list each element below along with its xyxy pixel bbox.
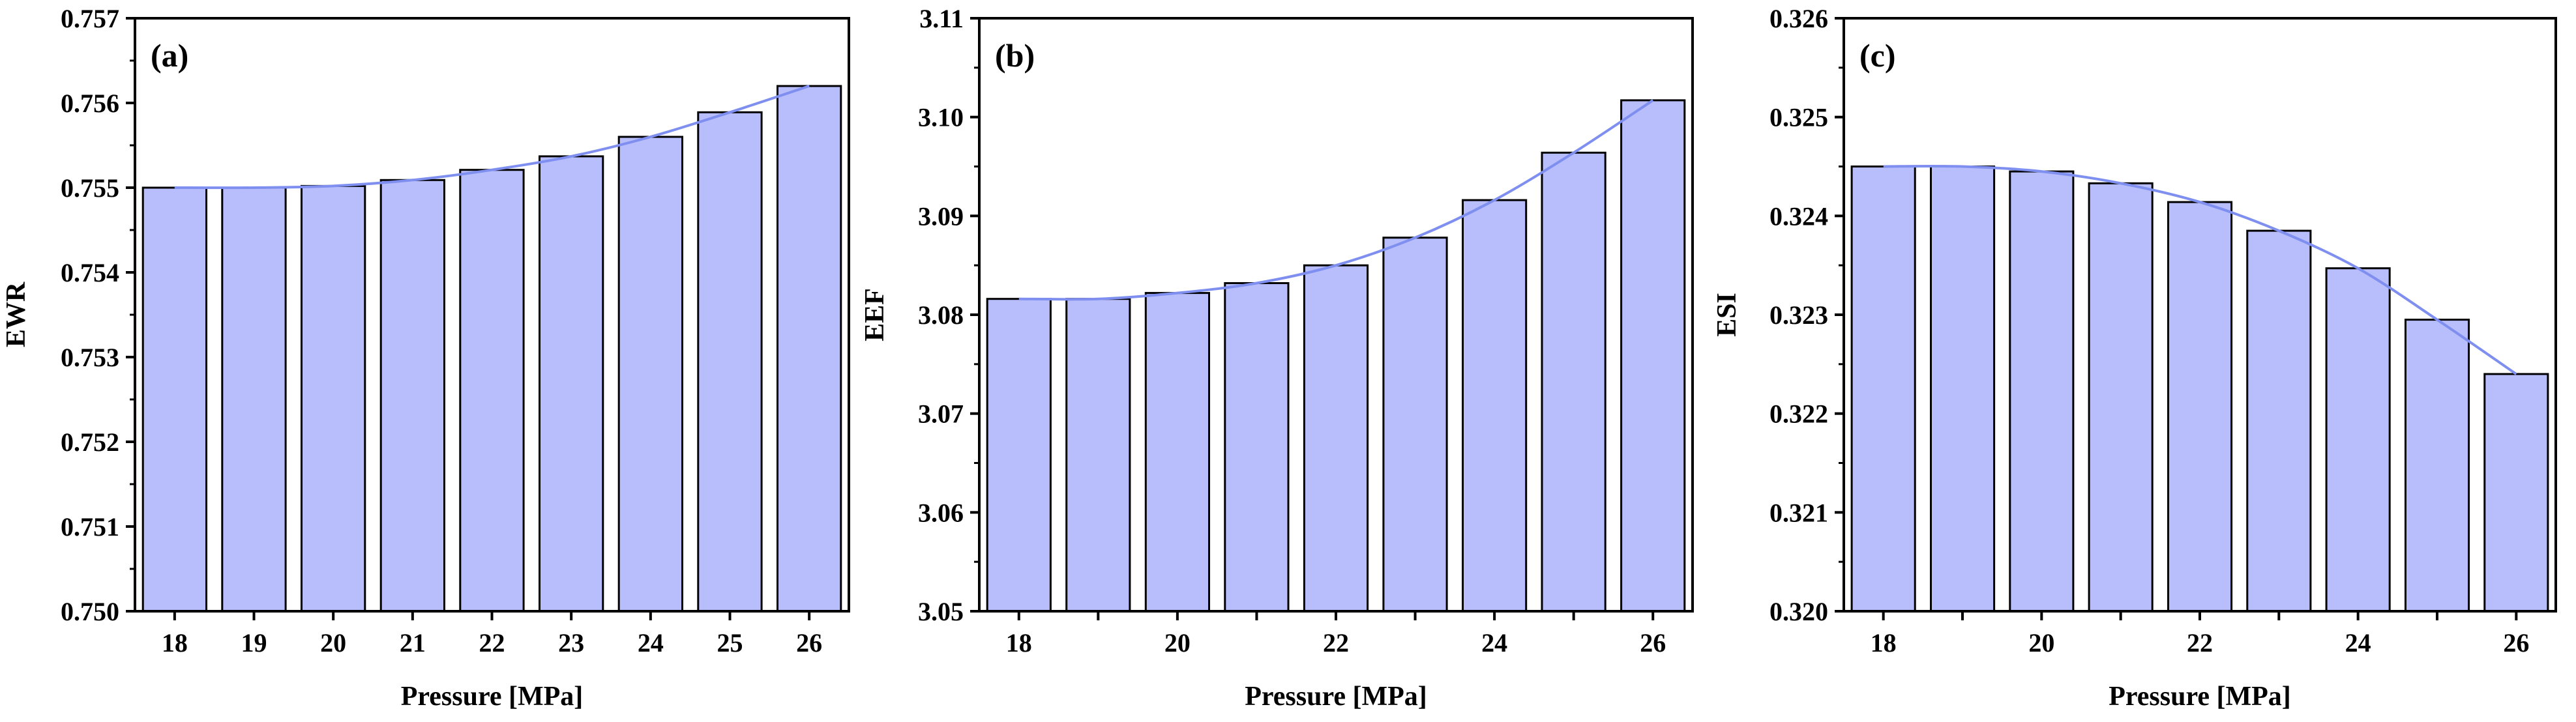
x-tick-label: 26 <box>2503 628 2529 657</box>
x-tick-label: 24 <box>2345 628 2371 657</box>
bar-22 <box>459 169 525 613</box>
bar-22 <box>1303 264 1369 613</box>
chart-panel-c: 0.320 0.321 0.322 0.323 0.324 0.325 0.326 18 20 2… <box>1712 4 2557 712</box>
y-tick-label: 0.323 <box>1769 300 1828 330</box>
x-axis-title: Pressure [MPa] <box>401 682 584 712</box>
x-tick-label: 22 <box>1323 628 1349 657</box>
x-tick-label: 23 <box>558 628 584 657</box>
bar-25 <box>2405 319 2470 613</box>
panel-label: (c) <box>1859 37 1896 74</box>
bar-26 <box>1620 99 1686 613</box>
y-tick-label: 0.754 <box>61 258 119 287</box>
y-axis-title: EWR <box>1 282 31 347</box>
bar-20 <box>2009 170 2075 613</box>
y-tick-label: 0.750 <box>61 597 119 626</box>
y-tick-label: 0.321 <box>1769 498 1828 527</box>
x-tick-label: 20 <box>1164 628 1191 657</box>
x-tick-label: 24 <box>638 628 664 657</box>
bar-19 <box>221 186 287 613</box>
y-axis-title: EEF <box>860 288 890 341</box>
panel-label: (b) <box>995 37 1035 74</box>
x-tick-label: 21 <box>400 628 426 657</box>
y-tick-label: 0.757 <box>61 4 119 33</box>
y-tick-label: 0.325 <box>1769 103 1828 132</box>
y-tick-label: 3.07 <box>918 399 964 429</box>
x-axis-title: Pressure [MPa] <box>2109 682 2291 712</box>
x-tick-label: 18 <box>1871 628 1897 657</box>
x-tick-label: 20 <box>320 628 346 657</box>
trend-curve <box>174 85 810 190</box>
trend-curve <box>1883 164 2517 375</box>
y-tick-label: 3.05 <box>918 597 964 626</box>
bar-24 <box>617 136 684 613</box>
bar-20 <box>301 184 366 613</box>
bar-26 <box>777 85 842 613</box>
trend-curve <box>1018 99 1654 301</box>
x-tick-label: 19 <box>241 628 267 657</box>
bar-19 <box>1065 298 1131 613</box>
y-tick-label: 0.326 <box>1769 4 1828 33</box>
bar-18 <box>1850 166 1916 613</box>
x-tick-label: 22 <box>479 628 505 657</box>
y-tick-label: 0.755 <box>61 173 119 203</box>
bar-21 <box>379 179 446 613</box>
bar-23 <box>1382 237 1448 613</box>
x-tick-label: 18 <box>162 628 188 657</box>
panel-label: (a) <box>151 37 188 74</box>
bar-26 <box>2483 373 2549 613</box>
bar-22 <box>2167 201 2233 613</box>
bar-24 <box>1462 199 1528 613</box>
y-tick-label: 0.753 <box>61 343 119 372</box>
y-tick-label: 3.08 <box>918 300 964 330</box>
y-tick-label: 0.752 <box>61 427 119 457</box>
bar-23 <box>539 155 604 613</box>
bar-19 <box>1930 166 1996 613</box>
bar-21 <box>2088 182 2154 613</box>
x-tick-label: 22 <box>2187 628 2213 657</box>
y-tick-label: 0.751 <box>61 512 119 542</box>
y-tick-label: 3.06 <box>918 498 964 527</box>
y-tick-label: 0.322 <box>1769 399 1828 429</box>
x-tick-label: 25 <box>717 628 743 657</box>
bar-18 <box>141 186 207 613</box>
x-axis-title: Pressure [MPa] <box>1245 682 1427 712</box>
x-tick-label: 18 <box>1006 628 1032 657</box>
y-tick-label: 0.320 <box>1769 597 1828 626</box>
chart-panel-a: 0.750 0.751 0.752 0.753 0.754 0.755 0.756 0.757… <box>1 4 850 712</box>
bar-23 <box>2246 229 2312 613</box>
y-tick-label: 0.756 <box>61 89 119 118</box>
bar-20 <box>1144 292 1211 613</box>
bar-21 <box>1224 282 1290 613</box>
x-tick-label: 20 <box>2028 628 2054 657</box>
x-tick-label: 24 <box>1481 628 1507 657</box>
y-tick-label: 3.10 <box>918 103 964 132</box>
bar-24 <box>2325 267 2391 613</box>
y-axis-title: ESI <box>1712 293 1742 337</box>
chart-panel-b: 3.05 3.06 3.07 3.08 3.09 3.10 3.11 18 20 22 24 26 Pr… <box>860 4 1694 712</box>
y-tick-label: 3.11 <box>919 4 964 33</box>
bar-25 <box>697 111 763 613</box>
x-tick-label: 26 <box>1640 628 1666 657</box>
bar-18 <box>986 298 1052 613</box>
y-tick-label: 3.09 <box>918 201 964 231</box>
y-tick-label: 0.324 <box>1769 201 1828 231</box>
bar-25 <box>1541 151 1606 613</box>
x-tick-label: 26 <box>796 628 822 657</box>
